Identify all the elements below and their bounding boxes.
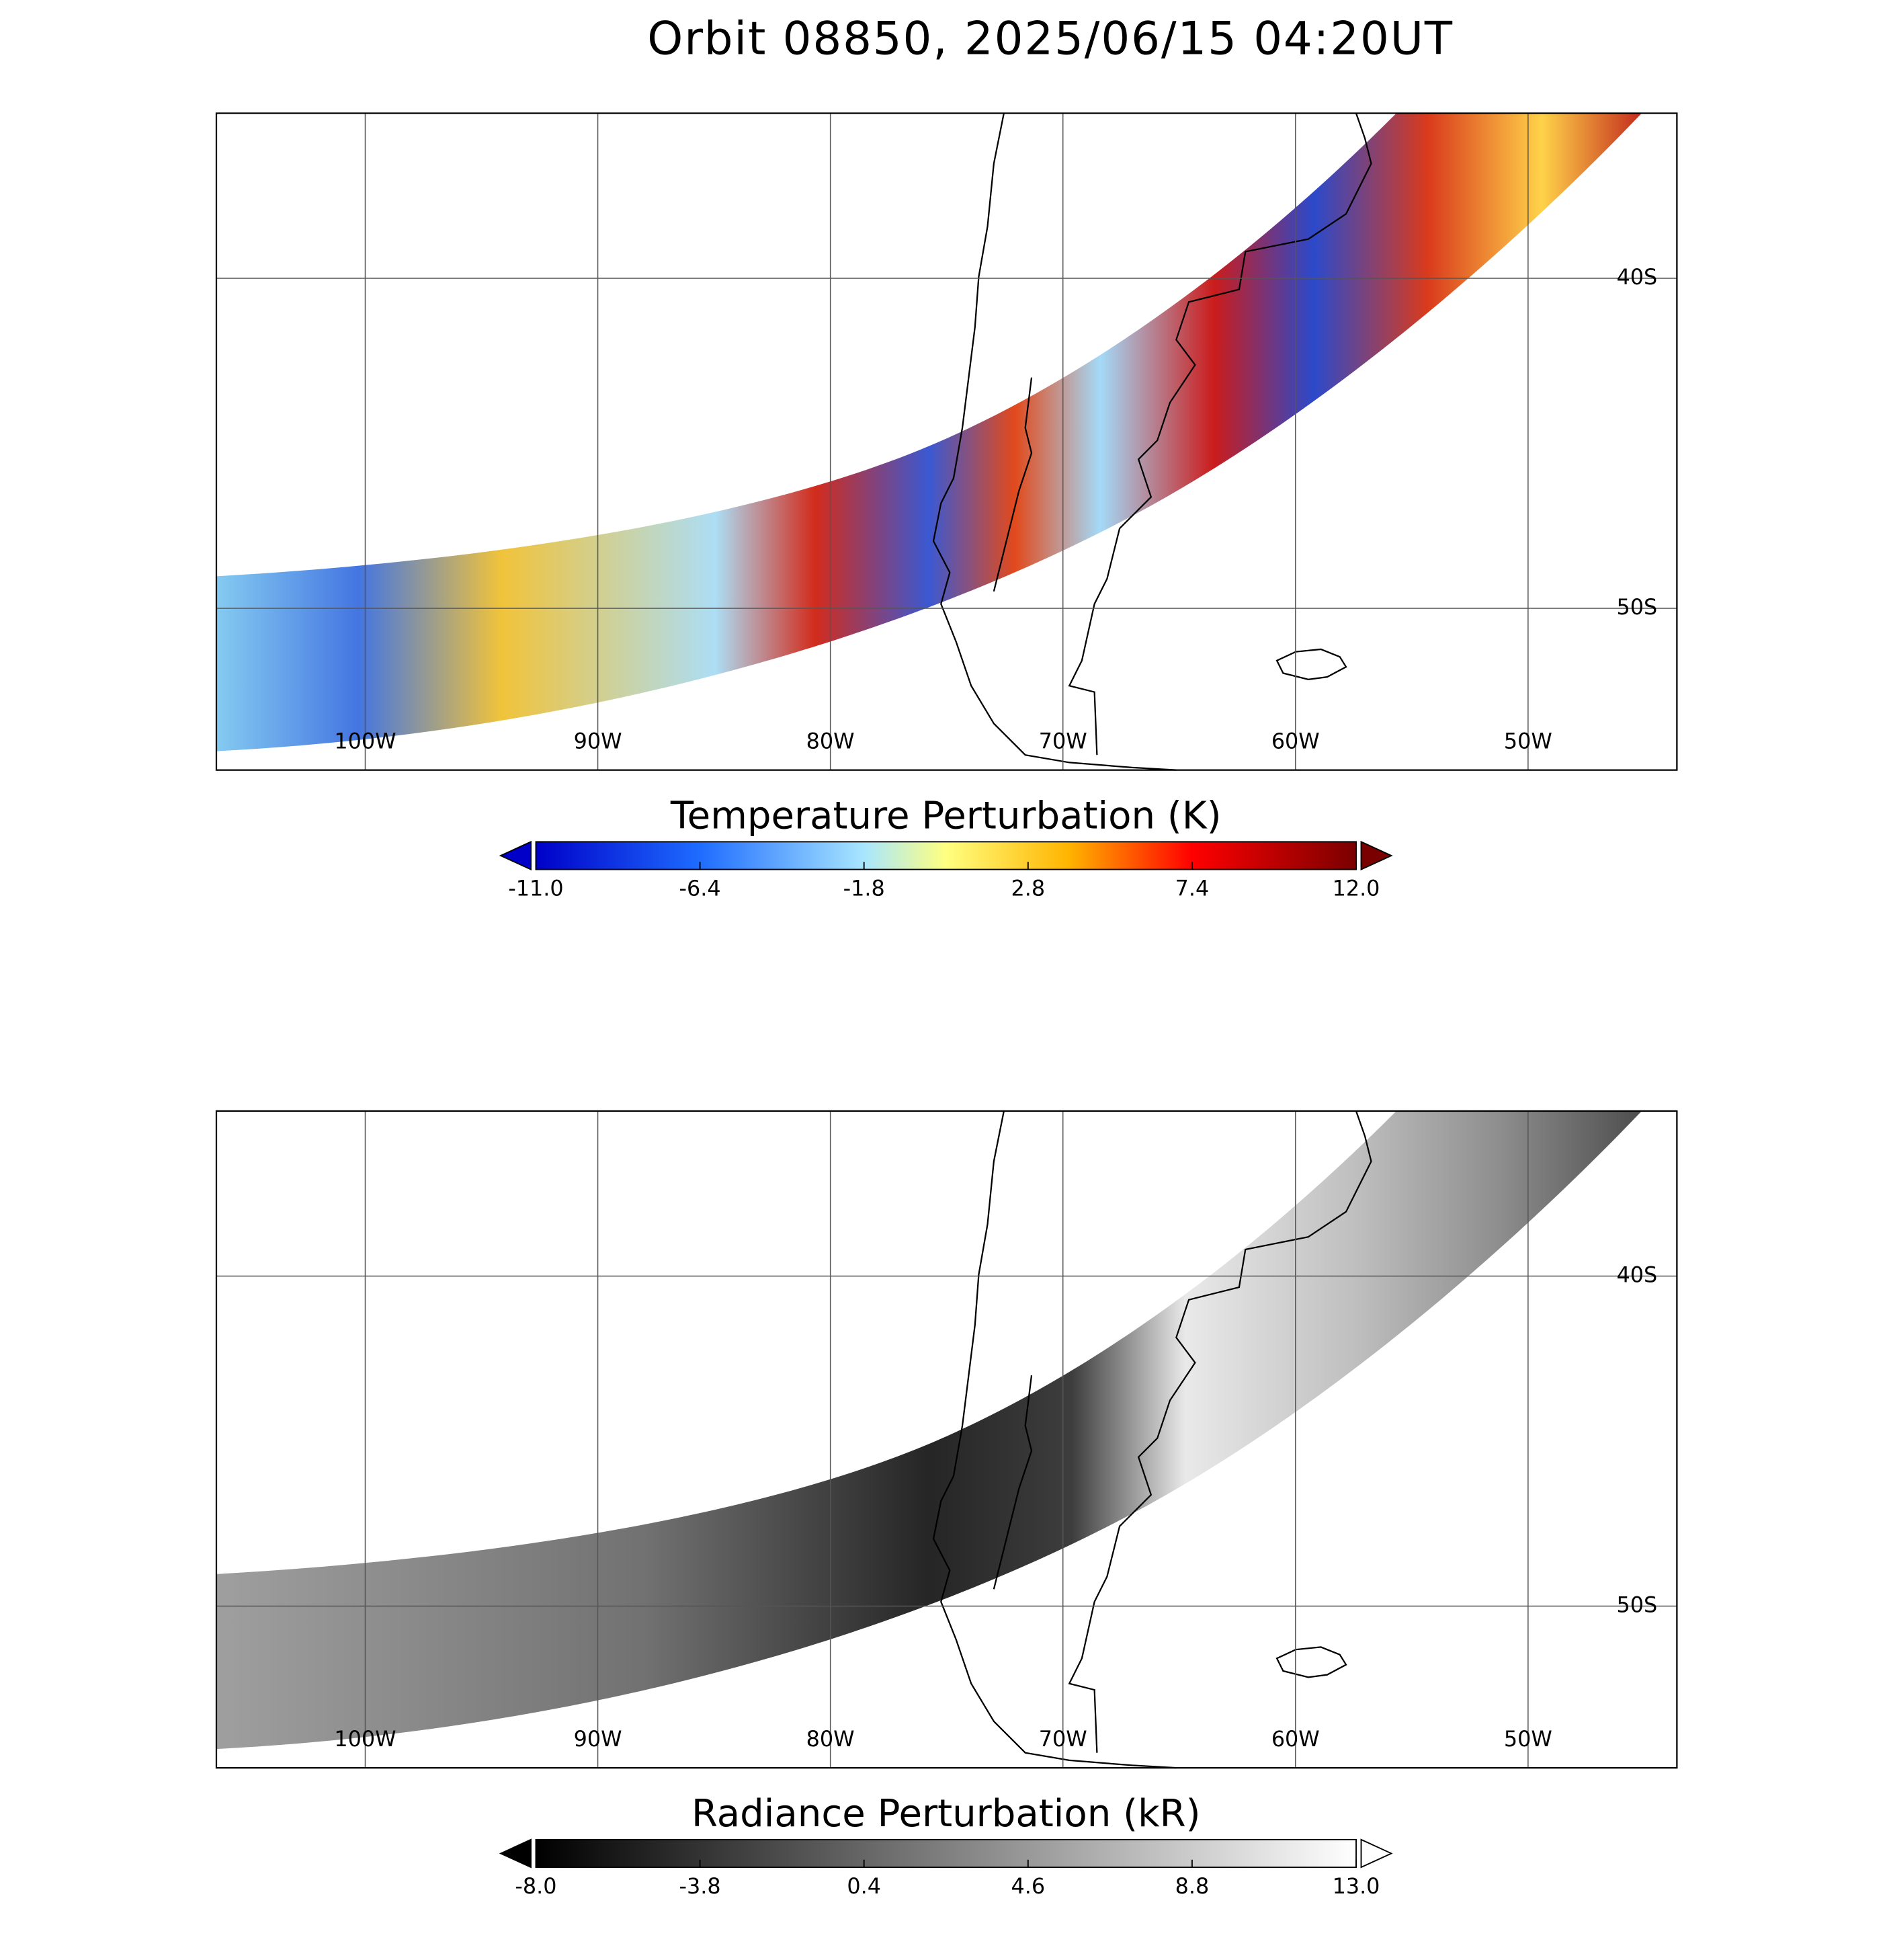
colorbar-tick-label: -8.0 bbox=[515, 1873, 556, 1899]
colorbar-tick-label: 12.0 bbox=[1333, 875, 1380, 901]
colorbar-tick-label: -6.4 bbox=[679, 875, 721, 901]
colorbar-tick-label: 2.8 bbox=[1011, 875, 1046, 901]
colorbar-tick-label: 13.0 bbox=[1333, 1873, 1380, 1899]
colorbar-arrow bbox=[1360, 1838, 1393, 1869]
lat-label: 40S bbox=[1617, 1262, 1658, 1287]
lon-label: 90W bbox=[574, 1726, 622, 1752]
lon-label: 80W bbox=[806, 728, 855, 753]
colorbar bbox=[535, 1838, 1357, 1868]
colorbar-label: Radiance Perturbation (kR) bbox=[691, 1792, 1201, 1836]
colorbar-tick-label: -1.8 bbox=[843, 875, 885, 901]
map-frame bbox=[215, 112, 1678, 771]
lon-label: 50W bbox=[1504, 728, 1552, 753]
colorbar-label: Temperature Perturbation (K) bbox=[670, 794, 1222, 838]
colorbar-tick-label: 8.8 bbox=[1175, 1873, 1210, 1899]
lon-label: 80W bbox=[806, 1726, 855, 1752]
map-panel bbox=[216, 1110, 1642, 1769]
lon-label: 100W bbox=[334, 728, 396, 753]
colorbar-arrow bbox=[499, 840, 532, 871]
title: Orbit 08850, 2025/06/15 04:20UT bbox=[647, 11, 1454, 65]
lon-label: 70W bbox=[1039, 1726, 1087, 1752]
colorbar bbox=[535, 841, 1357, 870]
colorbar-tick-label: -3.8 bbox=[679, 1873, 721, 1899]
lon-label: 60W bbox=[1271, 728, 1320, 753]
map-panel bbox=[216, 112, 1642, 771]
colorbar-arrow bbox=[1360, 840, 1393, 871]
lon-label: 70W bbox=[1039, 728, 1087, 753]
colorbar-tick-label: -11.0 bbox=[508, 875, 563, 901]
lon-label: 50W bbox=[1504, 1726, 1552, 1752]
lon-label: 60W bbox=[1271, 1726, 1320, 1752]
lat-label: 50S bbox=[1617, 1592, 1658, 1618]
data-swath bbox=[216, 113, 1642, 751]
lon-label: 100W bbox=[334, 1726, 396, 1752]
lat-label: 40S bbox=[1617, 264, 1658, 290]
lat-label: 50S bbox=[1617, 594, 1658, 620]
map-frame bbox=[215, 1110, 1678, 1769]
data-swath bbox=[216, 1110, 1642, 1750]
lon-label: 90W bbox=[574, 728, 622, 753]
colorbar-tick-label: 7.4 bbox=[1175, 875, 1210, 901]
colorbar-tick-label: 4.6 bbox=[1011, 1873, 1046, 1899]
colorbar-tick-label: 0.4 bbox=[847, 1873, 881, 1899]
colorbar-arrow bbox=[499, 1838, 532, 1869]
